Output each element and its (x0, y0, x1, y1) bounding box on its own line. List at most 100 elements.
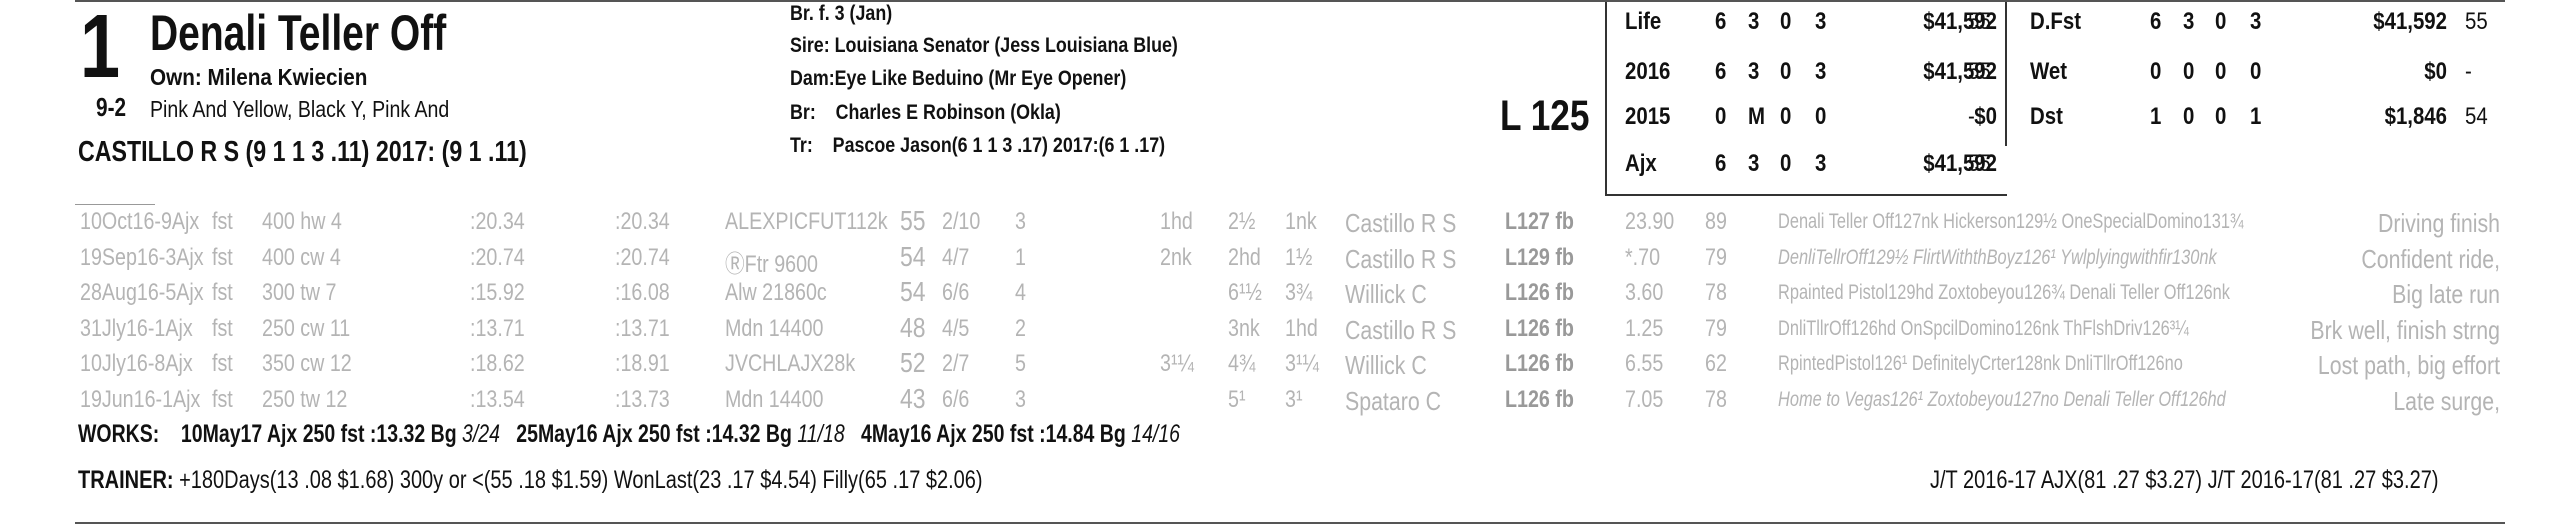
stat-label: Ajx (1625, 150, 1657, 177)
stat-speed: 55 (1968, 8, 1991, 35)
stat-places: 0 (1780, 150, 1792, 177)
pp-surface: fst (212, 244, 233, 271)
pp-speed: 54 (900, 276, 926, 307)
pp-note: Confident ride, (2361, 244, 2500, 274)
dam-line: Dam:Eye Like Beduino (Mr Eye Opener) (790, 67, 1126, 91)
pp-date: 10Oct16-9Ajx (80, 208, 200, 235)
pp-jockey: Spataro C (1345, 386, 1442, 416)
pp-post: 2/7 (942, 350, 970, 377)
pp-weight: L126 fb (1505, 279, 1574, 306)
pp-distance: 350 cw 12 (262, 350, 352, 377)
stat-speed: 55 (2465, 8, 2488, 35)
pp-surface: fst (212, 350, 233, 377)
program-number: 1 (80, 0, 121, 97)
pp-surface: fst (212, 315, 233, 342)
trainer-line: Tr: Pascoe Jason(6 1 1 3 .17) 2017:(6 1 … (790, 134, 1165, 158)
pp-date: 19Jun16-1Ajx (80, 386, 201, 413)
dam-label: Dam: (790, 67, 835, 90)
pp-finish: 3¹¼ (1285, 350, 1319, 377)
pp-post: 4/7 (942, 244, 970, 271)
pp-speed: 48 (900, 312, 926, 343)
pp-time-2: :20.74 (615, 244, 670, 271)
pp-speed: 43 (900, 383, 926, 414)
pp-time-2: :16.08 (615, 279, 670, 306)
morning-line-odds: 9-2 (96, 92, 127, 122)
pp-call-2: 3nk (1228, 315, 1260, 342)
owner: Own: Milena Kwiecien (150, 64, 368, 90)
pp-distance: 400 hw 4 (262, 208, 342, 235)
pp-comment: DnliTllrOff126hd OnSpcilDomino126nk ThFl… (1778, 317, 2189, 340)
pp-time-2: :13.71 (615, 315, 670, 342)
pp-distance: 300 tw 7 (262, 279, 337, 306)
stat-shows: 3 (1815, 58, 1827, 85)
stat-earnings: $41,592 (1923, 150, 1997, 177)
trainer-stats-text: +180Days(13 .08 $1.68) 300y or <(55 .18 … (179, 466, 983, 494)
trainer-label: Tr: (790, 134, 813, 157)
work-detail: 10May17 Ajx 250 fst :13.32 Bg (180, 420, 463, 448)
pp-race: Alw 21860c (725, 279, 827, 306)
pp-finish: 1hd (1285, 315, 1318, 342)
pp-comment: Denali Teller Off127nk Hickerson129½ One… (1778, 210, 2244, 233)
stat-speed: 54 (2465, 103, 2488, 130)
pp-time-1: :20.34 (470, 208, 525, 235)
pp-figure: 62 (1705, 350, 1727, 377)
breeder-line: Br: Charles E Robinson (Okla) (790, 101, 1061, 125)
stat-wins: 0 (2183, 103, 2195, 130)
stat-speed: - (2465, 58, 2472, 85)
work-item: 4May16 Ajx 250 fst :14.84 Bg 14/16 (861, 420, 1180, 448)
pp-speed: 54 (900, 241, 926, 272)
breeder-label: Br: (790, 101, 816, 124)
stat-shows: 3 (1815, 8, 1827, 35)
pp-surface: fst (212, 208, 233, 235)
bottom-rule (75, 522, 2505, 524)
stat-speed: 55 (1968, 150, 1991, 177)
pp-odds: 23.90 (1625, 208, 1675, 235)
work-item: 25May16 Ajx 250 fst :14.32 Bg 11/18 (516, 420, 861, 448)
pp-weight: L126 fb (1505, 350, 1574, 377)
pp-start: 1 (1015, 244, 1026, 271)
stats-box (1605, 2, 2007, 196)
stat-label: Dst (2030, 103, 2063, 130)
pp-time-1: :18.62 (470, 350, 525, 377)
pp-race: Mdn 14400 (725, 386, 824, 413)
pp-odds: *.70 (1625, 244, 1661, 271)
stat-shows: 0 (1815, 103, 1827, 130)
pp-race: JVCHLAJX28k (725, 350, 856, 377)
stat-label: Wet (2030, 58, 2068, 85)
sire-label: Sire: (790, 34, 830, 57)
pp-time-2: :18.91 (615, 350, 670, 377)
pp-jockey: Castillo R S (1345, 244, 1457, 274)
pp-post: 4/5 (942, 315, 970, 342)
stat-places: 0 (2215, 8, 2227, 35)
pp-date: 28Aug16-5Ajx (80, 279, 204, 306)
jockey-line: CASTILLO R S (9 1 1 3 .11) 2017: (9 1 .1… (78, 136, 527, 168)
pp-odds: 3.60 (1625, 279, 1664, 306)
stat-starts: 6 (2150, 8, 2162, 35)
stat-shows: 0 (2250, 58, 2262, 85)
trainer-value: Pascoe Jason(6 1 1 3 .17) 2017:(6 1 .17) (832, 134, 1166, 157)
pp-surface: fst (212, 279, 233, 306)
pp-finish: 3¹ (1285, 386, 1303, 413)
stat-starts: 0 (1715, 103, 1727, 130)
stat-earnings: $41,592 (1923, 8, 1997, 35)
sire-value: Louisiana Senator (Jess Louisiana Blue) (834, 34, 1178, 57)
pp-time-1: :13.71 (470, 315, 525, 342)
pp-odds: 1.25 (1625, 315, 1664, 342)
stats-divider (2005, 2, 2007, 146)
pp-date: 19Sep16-3Ajx (80, 244, 204, 271)
stat-earnings: $41,592 (2373, 8, 2447, 35)
pp-note: Lost path, big effort (2317, 350, 2500, 380)
pp-jockey: Willick C (1345, 350, 1427, 380)
pp-call-2: 2hd (1228, 244, 1261, 271)
pp-start: 2 (1015, 315, 1026, 342)
weight: L 125 (1500, 92, 1590, 140)
stat-label: Life (1625, 8, 1662, 35)
pp-figure: 78 (1705, 386, 1727, 413)
pp-comment: Rpainted Pistol129hd Zoxtobeyou126¾ Dena… (1778, 281, 2230, 304)
pp-date: 31Jly16-1Ajx (80, 315, 193, 342)
works-items: 10May17 Ajx 250 fst :13.32 Bg 3/24 25May… (181, 420, 1180, 448)
pp-time-2: :13.73 (615, 386, 670, 413)
pp-speed: 55 (900, 205, 926, 236)
stat-label: D.Fst (2030, 8, 2081, 35)
stat-places: 0 (1780, 103, 1792, 130)
